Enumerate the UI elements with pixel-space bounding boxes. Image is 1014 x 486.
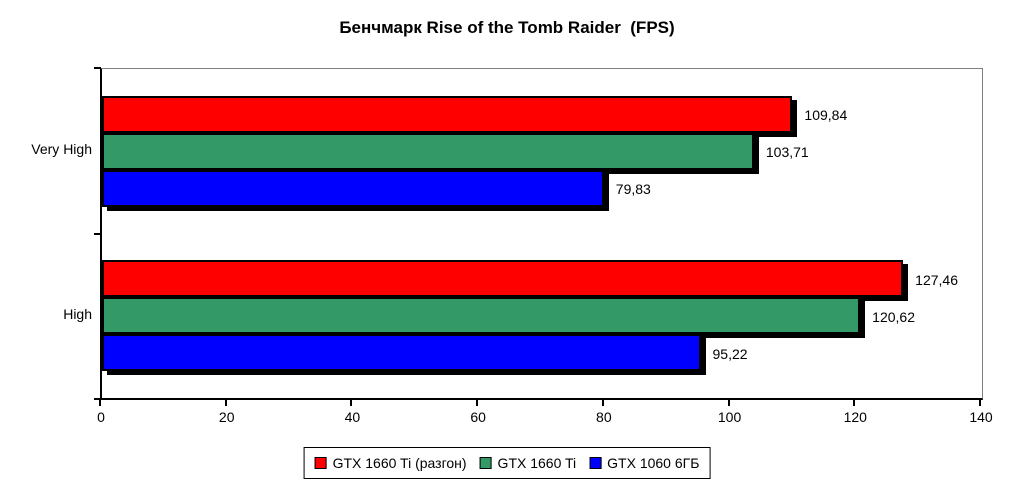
bar <box>102 334 701 372</box>
x-axis-tick-label: 140 <box>969 409 993 425</box>
bar <box>102 297 861 335</box>
y-axis-tick <box>94 398 101 400</box>
x-axis-tick-label: 60 <box>470 409 486 425</box>
x-axis-tick <box>979 400 981 406</box>
bar-value-label: 95,22 <box>712 345 748 362</box>
legend-swatch <box>479 457 492 469</box>
y-axis-tick <box>94 232 101 235</box>
bar-value-label: 127,46 <box>915 271 958 288</box>
legend-swatch <box>314 457 327 469</box>
plot-area: 109,84 103,71 79,83 127,46 120,62 95,22 <box>100 68 983 400</box>
x-axis-tick <box>224 400 227 406</box>
x-axis-tick <box>853 400 856 406</box>
category-label: High <box>63 305 92 322</box>
bar-value-label: 109,84 <box>804 107 848 124</box>
x-axis-tick <box>601 400 604 406</box>
legend-item: GTX 1060 6ГБ <box>589 455 699 471</box>
x-axis-tick <box>99 400 101 406</box>
bar-value-label: 79,83 <box>615 181 651 198</box>
x-axis-tick-label: 0 <box>97 409 105 425</box>
bar-value-label: 120,62 <box>872 308 915 325</box>
bar <box>102 169 604 207</box>
category-label: Very High <box>31 141 92 158</box>
legend: GTX 1660 Ti (разгон) GTX 1660 Ti GTX 1060 … <box>303 447 711 479</box>
legend-label: GTX 1660 Ti (разгон) <box>332 455 467 471</box>
bar <box>102 260 904 298</box>
x-axis-tick-label: 100 <box>717 409 742 425</box>
bar <box>102 95 793 133</box>
x-axis-tick <box>350 400 353 406</box>
x-axis-tick-label: 40 <box>344 409 361 425</box>
x-axis-tick-label: 80 <box>596 409 612 425</box>
x-axis-tick <box>727 400 730 406</box>
x-axis-tick <box>476 400 479 406</box>
legend-label: GTX 1660 Ti <box>497 455 577 471</box>
x-axis-tick-label: 20 <box>218 409 235 425</box>
x-axis-tick-label: 120 <box>843 409 867 425</box>
legend-swatch <box>589 457 602 469</box>
bar <box>102 132 754 170</box>
legend-item: GTX 1660 Ti (разгон) <box>314 455 467 471</box>
chart-title: Бенчмарк Rise of the Tomb Raider (FPS) <box>339 18 675 37</box>
y-axis-tick <box>94 67 101 69</box>
legend-item: GTX 1660 Ti <box>479 455 577 471</box>
legend-label: GTX 1060 6ГБ <box>607 455 700 471</box>
bar-value-label: 103,71 <box>765 144 809 161</box>
